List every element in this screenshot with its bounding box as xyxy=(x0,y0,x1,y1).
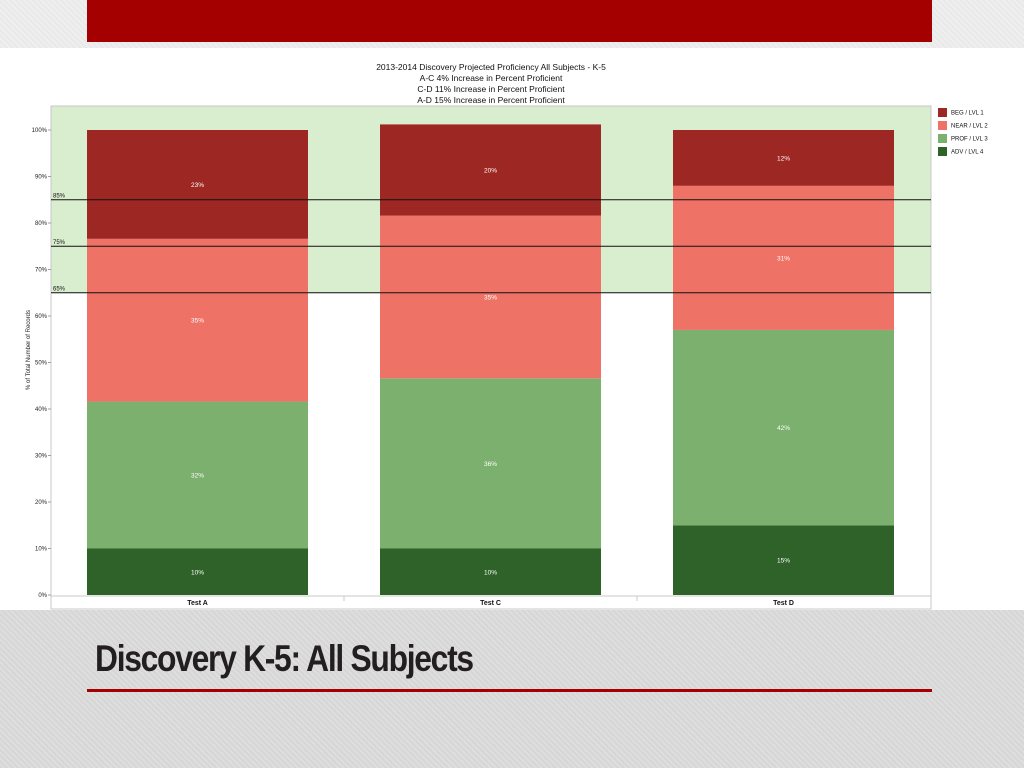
y-tick-label: 40% xyxy=(35,407,48,413)
y-tick-label: 20% xyxy=(35,500,48,506)
bar-segment xyxy=(673,185,894,330)
bar-value-label: 23% xyxy=(191,182,204,189)
bar-value-label: 10% xyxy=(191,569,204,576)
bar-segment xyxy=(673,525,894,595)
bar-value-label: 35% xyxy=(191,318,204,325)
title-underline xyxy=(87,689,932,692)
bar-segment xyxy=(380,124,601,216)
y-tick-label: 30% xyxy=(35,454,48,460)
bar-value-label: 42% xyxy=(777,425,790,432)
bar-value-label: 31% xyxy=(777,255,790,262)
y-tick-label: 70% xyxy=(35,268,48,274)
y-tick-label: 0% xyxy=(38,593,47,599)
bar-segment xyxy=(87,401,308,549)
bar-value-label: 20% xyxy=(484,167,497,174)
bar-segment xyxy=(87,130,308,239)
bar-value-label: 12% xyxy=(777,155,790,162)
legend: BEG / LVL 1 NEAR / LVL 2 PROF / LVL 3 ADV /… xyxy=(938,108,988,156)
bar-value-label: 35% xyxy=(484,294,497,301)
top-accent-bar xyxy=(87,0,932,42)
axes: 0% 10% 20% 30% 40% 50% 60% 70% 80% 90% 100% Test A T… xyxy=(32,128,931,607)
chart-title-line: A-C 4% Increase in Percent Proficient xyxy=(420,73,563,83)
legend-swatch xyxy=(938,147,947,156)
reference-line-label: 85% xyxy=(53,193,66,199)
bar-segment xyxy=(380,548,601,595)
chart-title-line: C-D 11% Increase in Percent Proficient xyxy=(417,84,565,94)
x-tick-label: Test D xyxy=(773,600,794,607)
legend-entry-label: ADV / LVL 4 xyxy=(951,150,984,156)
x-tick-label: Test C xyxy=(480,600,501,607)
reference-line-label: 65% xyxy=(53,286,66,292)
bar-value-label: 10% xyxy=(484,569,497,576)
slide-title: Discovery K-5: All Subjects xyxy=(95,638,474,679)
bar-segment xyxy=(673,130,894,186)
y-tick-label: 10% xyxy=(35,547,48,553)
x-tick-label: Test A xyxy=(187,600,208,607)
bars: 10% 32% 35% 23% 10% 36% 35% 20% 15% 42% 31% 12% xyxy=(87,124,894,595)
y-axis-label: % of Total Number of Records xyxy=(26,310,32,390)
chart-title: 2013-2014 Discovery Projected Proficienc… xyxy=(376,62,606,105)
stacked-bar-chart: 2013-2014 Discovery Projected Proficienc… xyxy=(26,62,988,610)
chart-title-line: A-D 15% Increase in Percent Proficient xyxy=(417,95,565,105)
bar-segment xyxy=(673,329,894,526)
legend-entry-label: PROF / LVL 3 xyxy=(951,137,988,143)
chart-title-line: 2013-2014 Discovery Projected Proficienc… xyxy=(376,62,606,72)
legend-swatch xyxy=(938,121,947,130)
bar-segment xyxy=(380,215,601,379)
legend-swatch xyxy=(938,108,947,117)
bar-value-label: 32% xyxy=(191,473,204,480)
bar-value-label: 36% xyxy=(484,461,497,468)
reference-line-label: 75% xyxy=(53,240,66,246)
y-tick-label: 80% xyxy=(35,221,48,227)
bar-segment xyxy=(87,548,308,595)
legend-swatch xyxy=(938,134,947,143)
legend-entry-label: BEG / LVL 1 xyxy=(951,111,984,117)
y-tick-label: 100% xyxy=(32,128,48,134)
y-tick-label: 50% xyxy=(35,361,48,367)
legend-entry-label: NEAR / LVL 2 xyxy=(951,124,988,130)
bar-segment xyxy=(380,378,601,549)
y-tick-label: 60% xyxy=(35,314,48,320)
bar-segment xyxy=(87,238,308,402)
reference-lines: 85% 75% 65% xyxy=(51,193,931,294)
y-tick-label: 90% xyxy=(35,175,48,181)
bar-value-label: 15% xyxy=(777,558,790,565)
